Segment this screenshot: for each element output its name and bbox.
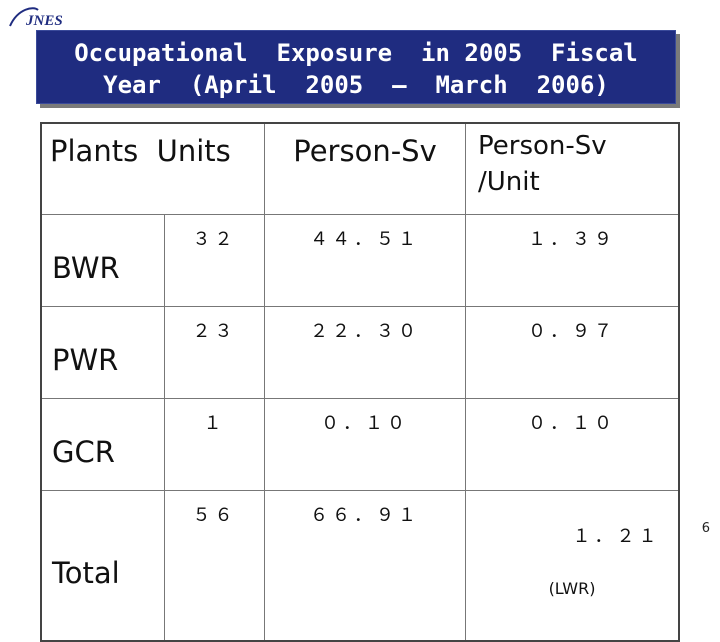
person-sv-cell: ０．１０ [264, 398, 466, 491]
units-cell: ３２ [164, 214, 265, 307]
logo-text: JNES [25, 13, 63, 29]
units-cell: ５６ [164, 490, 265, 642]
page-number: 6 [701, 521, 710, 536]
header-plants: Plants [50, 134, 139, 168]
per-unit-cell: ０．１０ [465, 398, 680, 491]
header-person-sv-2: Person-Sv [478, 131, 607, 161]
per-unit-note: (LWR) [548, 579, 596, 598]
plant-cell: PWR [40, 306, 165, 399]
plant-cell: BWR [40, 214, 165, 307]
table-header-row: Plants Units Person-Sv Person-Sv /Unit [40, 122, 680, 215]
table-row: BWR ３２ ４４．５１ １．３９ [40, 214, 680, 307]
header-person-sv: Person-Sv [264, 122, 466, 215]
jnes-logo: JNES [9, 7, 63, 29]
title-banner: Occupational Exposure in 2005 Fiscal Yea… [36, 30, 676, 104]
per-unit-cell: １．３９ [465, 214, 680, 307]
units-cell: ２３ [164, 306, 265, 399]
exposure-table: Plants Units Person-Sv Person-Sv /Unit B… [40, 122, 680, 642]
header-plants-units: Plants Units [40, 122, 265, 215]
title-line-2: Year (April 2005 – March 2006) [103, 71, 609, 99]
table-row: Total ５６ ６６．９１ １．２１ (LWR) [40, 490, 680, 642]
person-sv-cell: ２２．３０ [264, 306, 466, 399]
table-row: GCR １ ０．１０ ０．１０ [40, 398, 680, 491]
per-unit-cell: ０．９７ [465, 306, 680, 399]
table-row: PWR ２３ ２２．３０ ０．９７ [40, 306, 680, 399]
plant-cell: GCR [40, 398, 165, 491]
per-unit-cell: １．２１ (LWR) [465, 490, 680, 642]
logo-swoosh-icon [9, 7, 39, 27]
person-sv-cell: ４４．５１ [264, 214, 466, 307]
plant-cell: Total [40, 490, 165, 642]
per-unit-value: １．２１ [572, 526, 661, 547]
title-line-1: Occupational Exposure in 2005 Fiscal [74, 39, 638, 67]
header-person-sv-unit: Person-Sv /Unit [465, 122, 680, 215]
person-sv-cell: ６６．９１ [264, 490, 466, 642]
header-per-unit: /Unit [478, 167, 540, 197]
units-cell: １ [164, 398, 265, 491]
header-units: Units [156, 134, 231, 168]
